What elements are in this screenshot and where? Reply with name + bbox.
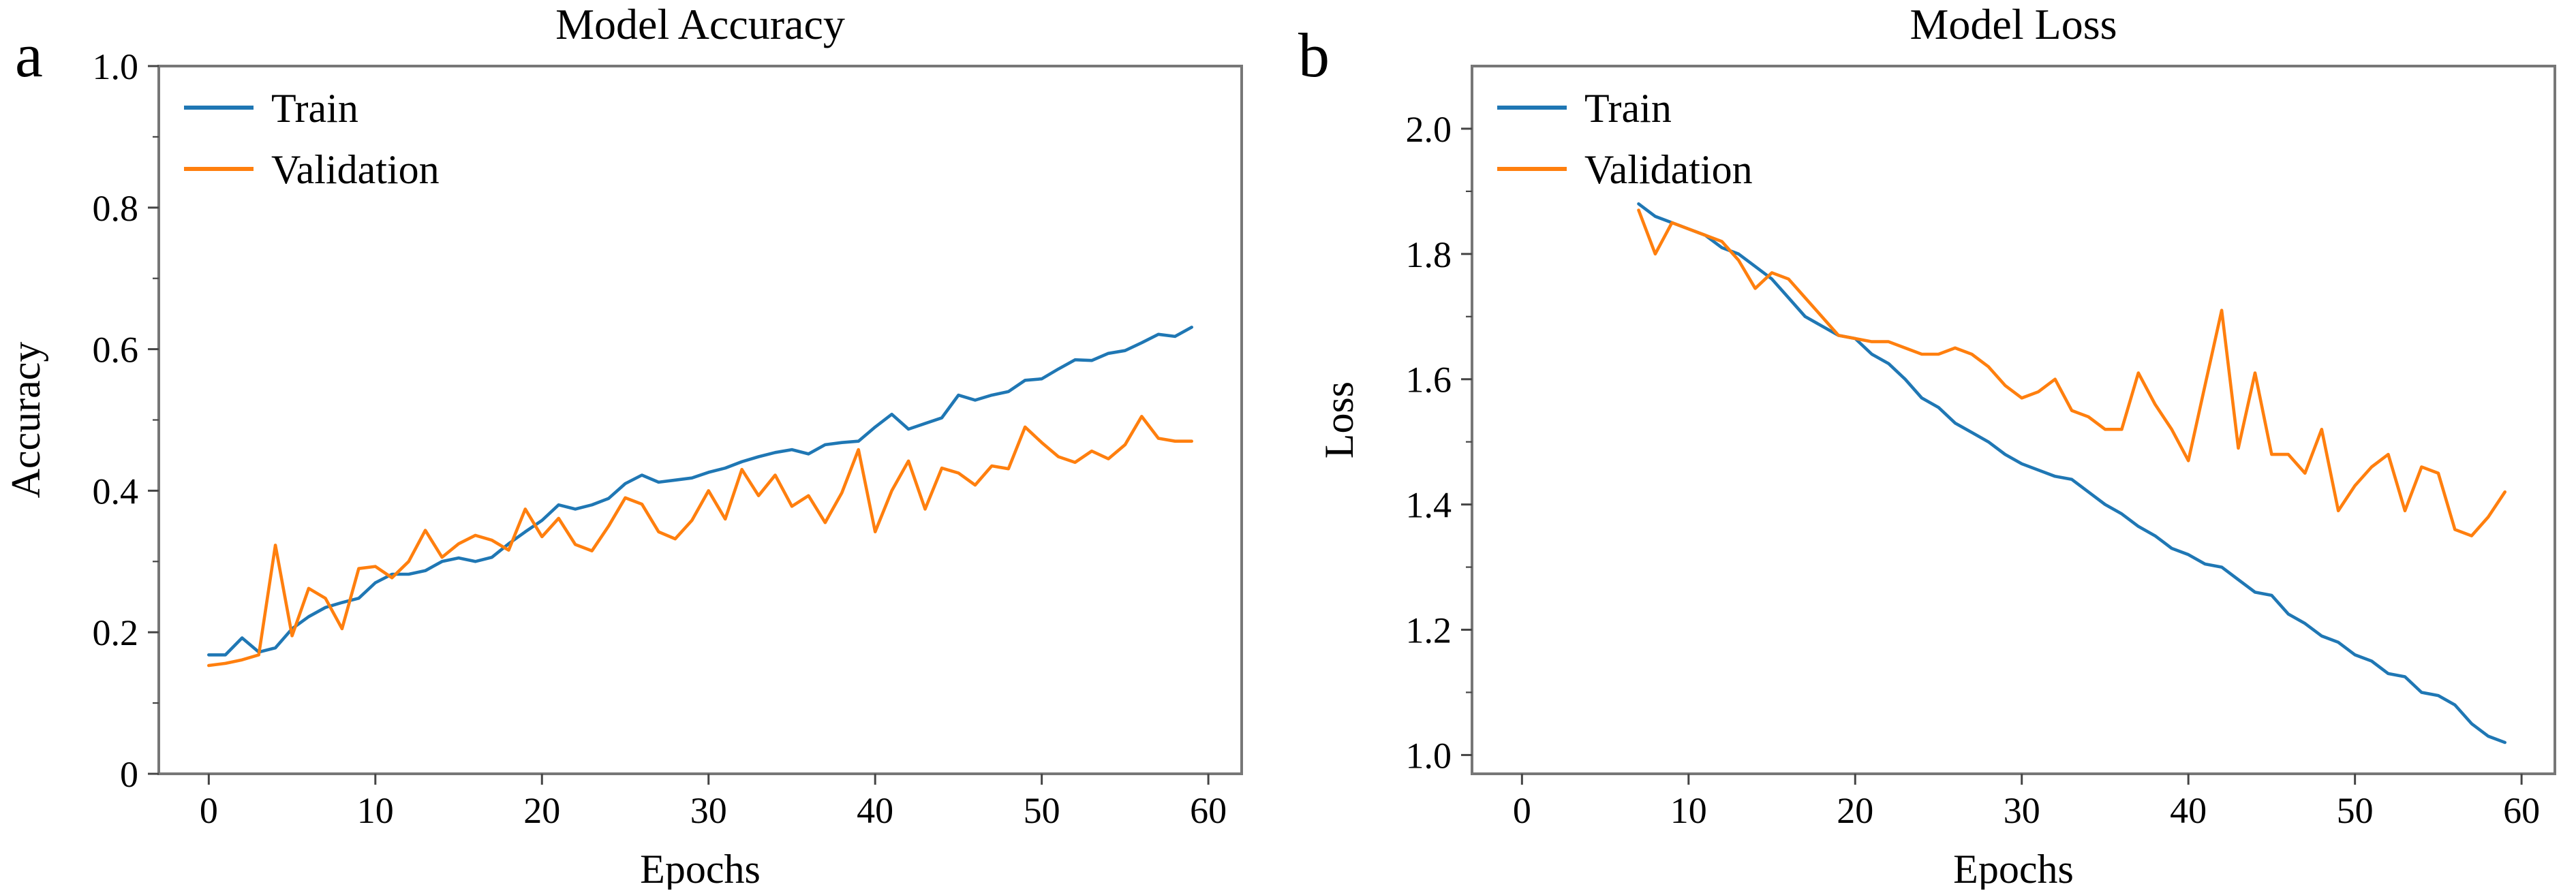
legend: Train Validation — [1497, 86, 1753, 192]
y-axis-label: Accuracy — [3, 342, 48, 499]
panel-label: b — [1298, 20, 1330, 90]
x-tick-label: 50 — [2337, 790, 2374, 831]
train-line — [1637, 202, 2506, 745]
legend-label-validation: Validation — [1584, 147, 1753, 192]
x-tick-label: 10 — [357, 790, 394, 831]
x-tick-label: 40 — [857, 790, 893, 831]
legend-label-train: Train — [1584, 86, 1672, 131]
x-tick-label: 20 — [1837, 790, 1873, 831]
y-tick-label: 0.6 — [93, 330, 139, 371]
x-tick-label: 0 — [200, 790, 218, 831]
validation-line — [206, 414, 1193, 668]
validation-line — [1637, 208, 2506, 537]
y-tick-label: 1.2 — [1406, 610, 1452, 651]
y-tick-label: 0 — [120, 754, 138, 795]
x-tick-label: 20 — [523, 790, 560, 831]
y-tick-label: 0.8 — [93, 188, 139, 229]
y-tick-label: 1.6 — [1406, 360, 1452, 401]
x-tick-label: 10 — [1670, 790, 1707, 831]
y-axis-label: Loss — [1317, 381, 1362, 458]
legend-label-validation: Validation — [271, 147, 440, 192]
y-tick-label: 1.0 — [1406, 735, 1452, 776]
loss-chart: b 0 10 20 30 40 50 60 1.0 1.2 1.4 1.6 1.8 2.0 Model Lo… — [1298, 0, 2556, 892]
x-tick-label: 50 — [1024, 790, 1060, 831]
plot-border — [1471, 65, 2556, 775]
x-tick-label: 60 — [2503, 790, 2540, 831]
y-tick-label: 0.4 — [93, 471, 139, 512]
panel-label: a — [15, 20, 43, 90]
x-tick-label: 30 — [2004, 790, 2040, 831]
y-tick-label: 2.0 — [1406, 109, 1452, 150]
x-tick-label: 40 — [2170, 790, 2207, 831]
accuracy-chart: a 0 10 20 30 40 50 60 0 0.2 0.4 0.6 0.8 1.0 Model Accu… — [3, 0, 1243, 892]
x-tick-label: 30 — [690, 790, 727, 831]
legend: Train Validation — [184, 86, 440, 192]
chart-title: Model Loss — [1910, 0, 2117, 48]
y-tick-label: 1.0 — [93, 46, 139, 87]
y-tick-label: 0.2 — [93, 612, 139, 653]
y-tick-label: 1.8 — [1406, 234, 1452, 275]
train-line — [206, 326, 1193, 657]
y-tick-label: 1.4 — [1406, 485, 1452, 526]
x-axis-label: Epochs — [640, 847, 761, 890]
x-axis-label: Epochs — [1953, 847, 2074, 890]
x-tick-label: 0 — [1513, 790, 1531, 831]
chart-title: Model Accuracy — [555, 0, 845, 48]
x-tick-label: 60 — [1190, 790, 1227, 831]
legend-label-train: Train — [271, 86, 358, 131]
